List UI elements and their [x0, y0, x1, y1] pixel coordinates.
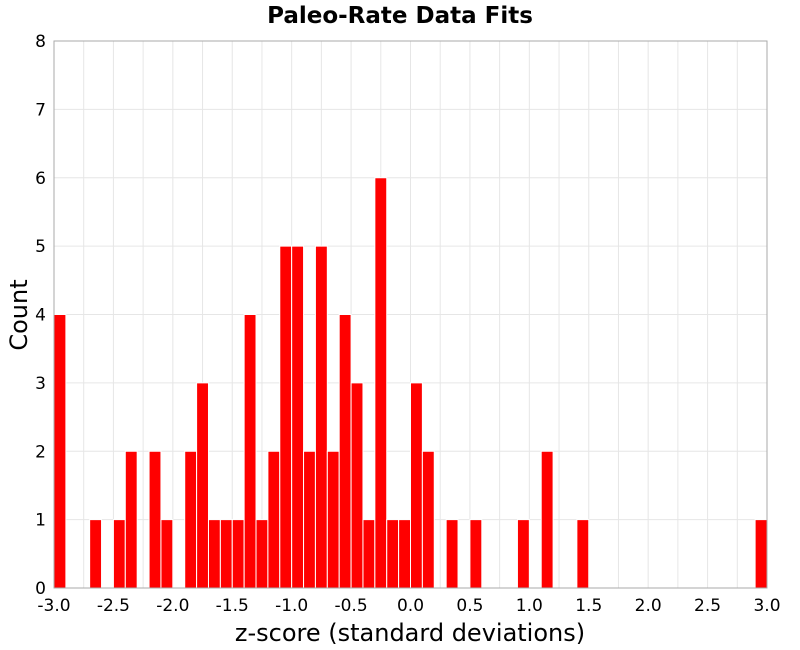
x-tick-label: 2.5 [694, 596, 721, 616]
y-tick-label: 1 [35, 511, 46, 531]
histogram-bar [421, 450, 435, 589]
histogram-bar [243, 314, 257, 589]
histogram-bar [291, 245, 305, 589]
histogram-bar [398, 519, 412, 589]
histogram-bar [445, 519, 459, 589]
x-tick-label: -1.0 [275, 596, 308, 616]
x-tick-label: 3.0 [753, 596, 780, 616]
histogram-bar [314, 245, 328, 589]
histogram-bar [112, 519, 126, 589]
x-tick-label: 2.0 [635, 596, 662, 616]
y-tick-label: 0 [35, 579, 46, 599]
histogram-bar [53, 314, 67, 589]
histogram-bar [255, 519, 269, 589]
y-tick-label: 2 [35, 442, 46, 462]
histogram-bar [124, 450, 138, 589]
histogram-bar [326, 450, 340, 589]
x-tick-label: -2.0 [156, 596, 189, 616]
histogram-bar [196, 382, 209, 589]
histogram-bar [516, 519, 530, 589]
y-tick-label: 3 [35, 374, 46, 394]
histogram-bar [148, 450, 162, 589]
x-tick-label: 1.0 [516, 596, 543, 616]
histogram-bar [469, 519, 483, 589]
histogram-bar [89, 519, 103, 589]
histogram-bar [374, 177, 388, 589]
y-tick-label: 6 [35, 169, 46, 189]
histogram-bar [303, 450, 316, 589]
histogram-bar [207, 519, 221, 589]
histogram-bar [267, 450, 281, 589]
x-tick-label: -0.5 [334, 596, 367, 616]
y-axis-label: Count [5, 279, 33, 350]
x-tick-label: -3.0 [37, 596, 70, 616]
x-tick-label: -2.5 [97, 596, 130, 616]
x-axis-label: z-score (standard deviations) [235, 619, 585, 647]
histogram-bar [279, 245, 293, 589]
x-tick-label: -1.5 [216, 596, 249, 616]
histogram-bar [184, 450, 198, 589]
histogram-bar [160, 519, 174, 589]
histogram-bar [386, 519, 400, 589]
bars [53, 177, 768, 589]
y-tick-label: 4 [35, 306, 46, 326]
chart-title: Paleo-Rate Data Fits [267, 3, 533, 29]
histogram-bar [219, 519, 233, 589]
y-tick-label: 7 [35, 100, 46, 120]
y-tick-label: 5 [35, 237, 46, 257]
histogram-bar [576, 519, 590, 589]
histogram-bar [338, 314, 352, 589]
histogram-bar [410, 382, 423, 589]
x-tick-labels: -3.0 -2.5 -2.0 -1.5 -1.0 -0.5 0.0 0.5 1.0 1.5 2.0 2… [37, 596, 780, 616]
y-tick-labels: 0 1 2 3 4 5 6 7 8 [35, 32, 46, 599]
x-tick-label: 1.5 [575, 596, 602, 616]
histogram-bar [754, 519, 768, 589]
y-tick-label: 8 [35, 32, 46, 52]
histogram-bar [362, 519, 376, 589]
x-tick-label: 0.0 [397, 596, 424, 616]
histogram-bar [540, 450, 554, 589]
plot-frame [53, 40, 768, 589]
histogram-bar [231, 519, 245, 589]
histogram-bar [350, 382, 364, 589]
x-tick-label: 0.5 [456, 596, 483, 616]
